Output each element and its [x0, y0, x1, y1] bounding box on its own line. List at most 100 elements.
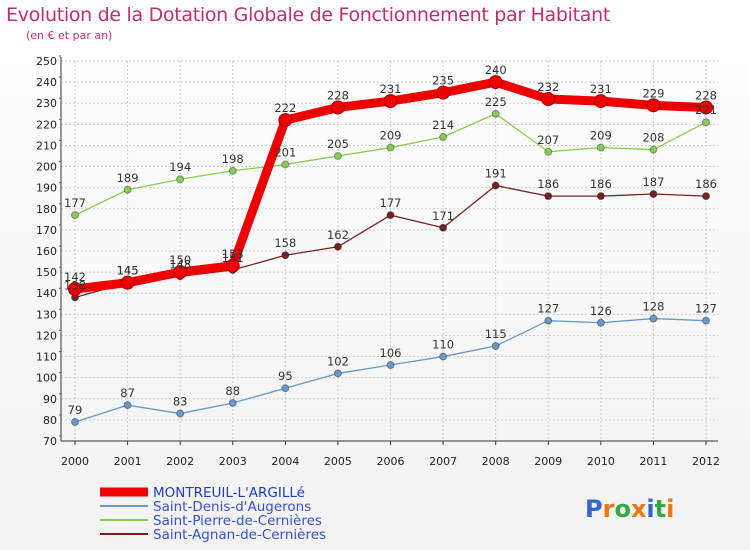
data-label: 102 [327, 354, 349, 368]
data-label: 229 [642, 86, 664, 100]
data-point [649, 190, 658, 198]
data-point [120, 275, 135, 290]
data-point [330, 100, 345, 115]
y-tick-label: 140 [36, 287, 57, 300]
data-label: 79 [68, 403, 83, 417]
data-point [544, 316, 553, 325]
data-label: 187 [642, 175, 664, 189]
data-label: 189 [117, 171, 139, 185]
data-label: 208 [642, 131, 664, 145]
data-point [281, 160, 290, 169]
y-tick-label: 130 [36, 308, 57, 321]
data-point [228, 399, 237, 407]
data-label: 142 [64, 270, 86, 284]
data-point [228, 166, 237, 175]
data-label: 228 [327, 88, 349, 102]
brand-logo: Proxiti [585, 495, 674, 523]
y-tick-label: 70 [43, 435, 57, 448]
x-tick-label: 2000 [61, 455, 89, 468]
data-point [544, 192, 553, 201]
data-point [436, 85, 451, 100]
data-point [702, 316, 710, 325]
legend-item-1: Saint-Denis-d'Augerons [100, 499, 311, 515]
data-point [491, 109, 500, 118]
y-tick-label: 250 [36, 55, 57, 68]
series-0 [68, 75, 713, 296]
chart-title: Evolution de la Dotation Globale de Fonc… [6, 4, 611, 26]
x-tick-label: 2011 [639, 455, 667, 468]
data-label: 186 [590, 177, 612, 191]
y-tick-label: 240 [36, 76, 57, 89]
grid-lines [61, 60, 718, 442]
y-tick-label: 100 [36, 372, 57, 385]
y-tick-label: 230 [36, 97, 57, 110]
data-point [596, 318, 605, 327]
data-label: 209 [380, 129, 402, 143]
data-label: 153 [222, 247, 244, 261]
data-point [702, 192, 710, 201]
data-point [225, 258, 240, 273]
data-label: 126 [590, 304, 612, 318]
data-point [68, 282, 82, 296]
data-point [593, 94, 608, 109]
x-tick-label: 2004 [271, 455, 299, 468]
y-axis-ticks: 70 80 90 100 110 120 130 140 150 160 170 180 190 200 2… [36, 55, 61, 448]
data-label: 177 [64, 196, 86, 210]
data-point [123, 185, 132, 194]
data-label: 106 [380, 346, 402, 360]
data-point [71, 211, 79, 220]
data-point [333, 242, 342, 251]
data-label: 110 [432, 338, 454, 352]
x-tick-label: 2008 [482, 455, 510, 468]
data-point [386, 143, 395, 152]
axes [60, 57, 718, 442]
data-label: 231 [380, 82, 402, 96]
x-axis-ticks: 2000 2001 2002 2003 2004 2005 2006 2007 2008 2009… [61, 441, 720, 468]
x-tick-label: 2010 [587, 455, 615, 468]
y-tick-label: 150 [36, 266, 57, 279]
data-label: 127 [537, 302, 559, 316]
series-1 [71, 314, 710, 426]
y-tick-label: 200 [36, 161, 57, 174]
data-label: 228 [695, 88, 717, 102]
y-tick-label: 180 [36, 203, 57, 216]
legend-item-3: Saint-Agnan-de-Cernières [100, 527, 326, 543]
data-label: 150 [169, 253, 191, 267]
data-label: 115 [485, 327, 507, 341]
brand-name: Proxiti [585, 495, 674, 523]
data-point [699, 100, 713, 115]
legend-label: Saint-Agnan-de-Cernières [153, 527, 326, 543]
data-point [544, 147, 553, 156]
data-label: 191 [485, 167, 507, 181]
x-tick-label: 2006 [377, 455, 405, 468]
data-point [596, 143, 605, 152]
data-point [281, 251, 290, 260]
data-label: 138 [64, 278, 86, 292]
x-tick-label: 2009 [534, 455, 562, 468]
data-label: 158 [274, 236, 296, 250]
data-point [386, 211, 395, 220]
x-tick-label: 2001 [114, 455, 142, 468]
data-point [333, 152, 342, 160]
data-point [278, 113, 293, 128]
data-point [333, 369, 342, 378]
data-label: 177 [380, 196, 402, 210]
x-tick-label: 2005 [324, 455, 352, 468]
data-point [176, 175, 185, 184]
data-point [439, 133, 448, 141]
data-point [646, 98, 661, 113]
data-point [123, 401, 132, 410]
data-label: 88 [225, 384, 240, 398]
legend-item-2: Saint-Pierre-de-Cernières [100, 513, 322, 529]
data-label: 209 [590, 129, 612, 143]
data-point [702, 118, 710, 127]
series-labels-3: 138 145 148 151 158 162 177 171 191 186 186 187 186 [64, 167, 717, 293]
data-label: 222 [274, 101, 296, 115]
y-tick-label: 80 [43, 414, 57, 427]
data-label: 145 [117, 264, 139, 278]
data-label: 162 [327, 228, 349, 242]
x-tick-label: 2012 [692, 455, 720, 468]
data-label: 205 [327, 137, 349, 151]
data-label: 207 [537, 133, 559, 147]
